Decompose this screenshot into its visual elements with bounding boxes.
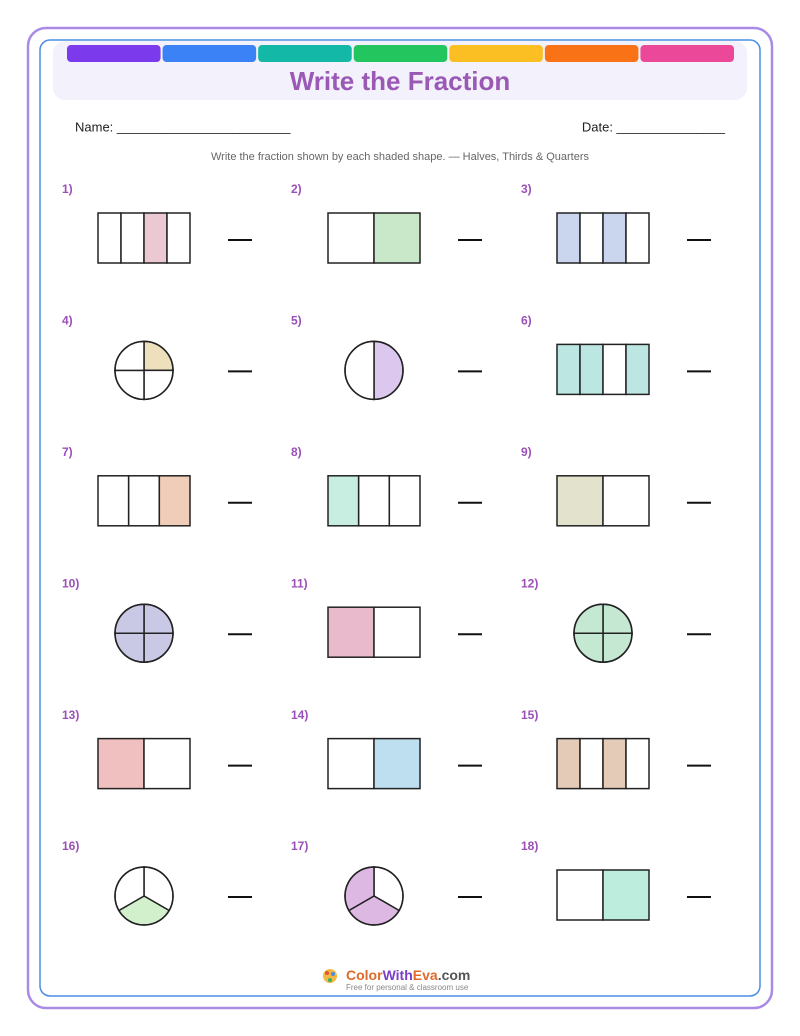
shape-part <box>327 606 375 658</box>
problem-number: 15) <box>521 708 538 722</box>
brand-part: Color <box>346 967 383 983</box>
shape-part <box>579 212 604 264</box>
color-bar <box>544 45 639 62</box>
shape-part <box>97 212 122 264</box>
date-field: Date: _______________ <box>582 119 726 134</box>
instructions: Write the fraction shown by each shaded … <box>211 151 590 163</box>
color-bar <box>449 45 543 62</box>
problems: 1) 2) 3) 4) 5) 6) 7) 8) 9) 10) 11) 12) 13) 14) 15) 16) 1… <box>62 182 711 926</box>
problem-number: 1) <box>62 182 73 196</box>
color-bar <box>162 45 257 62</box>
shape-part <box>602 343 627 396</box>
problem-number: 16) <box>62 839 79 853</box>
color-bars <box>67 45 734 62</box>
shape-part <box>166 212 191 264</box>
brand-part: With <box>383 967 413 983</box>
brand-part: .com <box>438 967 471 983</box>
brand-icon <box>323 969 337 983</box>
problem-number: 17) <box>291 839 308 853</box>
shape-part <box>373 340 404 401</box>
brand: ColorWithEva.com <box>346 967 470 983</box>
shape-part <box>327 212 375 264</box>
shape-part <box>373 737 421 790</box>
shape-part <box>579 737 604 790</box>
shape-outline <box>114 340 174 401</box>
shape-part <box>602 737 627 790</box>
shape-part <box>158 475 191 527</box>
tagline: Free for personal & classroom use <box>346 983 469 992</box>
shape-part <box>602 212 627 264</box>
shape-part <box>602 475 650 527</box>
shape-part <box>579 343 604 396</box>
problem-number: 3) <box>521 182 532 196</box>
problem-number: 9) <box>521 445 532 459</box>
problem-number: 10) <box>62 576 79 590</box>
shape-part <box>556 343 581 396</box>
problem-number: 6) <box>521 314 532 328</box>
shape-part <box>556 869 604 921</box>
brand-part: Eva <box>413 967 438 983</box>
shape-part <box>556 475 604 527</box>
problem-number: 5) <box>291 314 302 328</box>
shape-part <box>625 737 650 790</box>
problem-number: 12) <box>521 576 538 590</box>
shape-part <box>388 475 421 527</box>
problem-number: 14) <box>291 708 308 722</box>
shape-outline <box>344 866 404 926</box>
title: Write the Fraction <box>290 66 511 96</box>
shape-part <box>373 606 421 658</box>
problem-number: 18) <box>521 839 538 853</box>
shape-part <box>625 212 650 264</box>
shape-part <box>143 737 191 790</box>
problem-number: 4) <box>62 314 73 328</box>
shape-part <box>327 475 360 527</box>
problem-number: 13) <box>62 708 79 722</box>
shape-part <box>357 475 391 527</box>
color-bar <box>67 45 161 62</box>
shape-outline <box>114 866 174 926</box>
problem-number: 8) <box>291 445 302 459</box>
shape-outline <box>114 603 174 663</box>
shape-part <box>97 475 130 527</box>
shape-part <box>373 212 421 264</box>
shape-part <box>143 212 168 264</box>
color-bar <box>258 45 352 62</box>
problem-number: 7) <box>62 445 73 459</box>
shape-part <box>556 737 581 790</box>
outer-border <box>26 26 774 1010</box>
shape-part <box>556 212 581 264</box>
shape-part <box>120 212 145 264</box>
inner-border <box>39 39 761 997</box>
shape-part <box>625 343 650 396</box>
problem-number: 2) <box>291 182 302 196</box>
color-bar <box>640 45 734 62</box>
shape-part <box>327 737 375 790</box>
shape-part <box>127 475 161 527</box>
shape-outline <box>573 603 633 663</box>
color-bar <box>353 45 448 62</box>
shape-part <box>97 737 145 790</box>
name-field: Name: ________________________ <box>75 119 291 134</box>
shape-outline <box>344 340 404 401</box>
shape-part <box>344 340 375 401</box>
shape-part <box>602 869 650 921</box>
problem-number: 11) <box>291 576 308 590</box>
